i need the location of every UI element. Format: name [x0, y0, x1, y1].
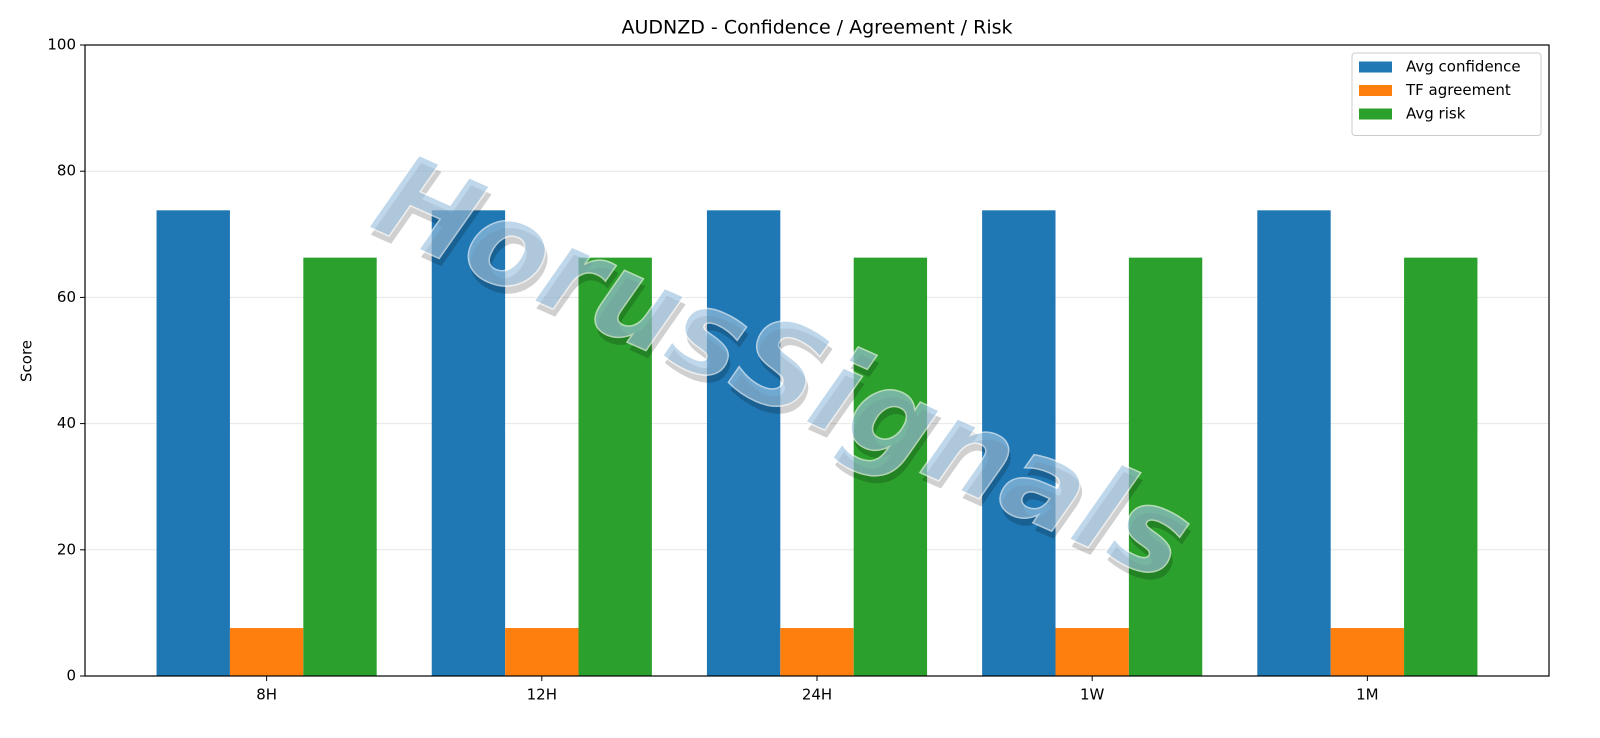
- bar: [229, 628, 304, 676]
- bar: [156, 210, 230, 676]
- bar: [1404, 257, 1478, 676]
- legend-swatch: [1359, 85, 1392, 96]
- x-tick-label: 24H: [802, 686, 832, 704]
- bar: [1128, 257, 1203, 676]
- y-axis-label: Score: [18, 340, 36, 382]
- bar: [431, 210, 506, 676]
- bar: [780, 628, 854, 676]
- x-tick-label: 12H: [527, 686, 557, 704]
- chart-title: AUDNZD - Confidence / Agreement / Risk: [621, 17, 1012, 39]
- y-tick-label: 80: [57, 162, 76, 180]
- bar: [303, 257, 377, 676]
- legend-swatch: [1359, 108, 1392, 120]
- bar: [853, 257, 928, 676]
- legend-label: Avg risk: [1406, 105, 1466, 123]
- legend-label: Avg confidence: [1406, 58, 1521, 76]
- x-tick-label: 1M: [1356, 686, 1379, 704]
- y-tick-label: 40: [57, 414, 76, 432]
- y-tick-label: 20: [57, 540, 76, 558]
- bar: [1055, 628, 1129, 676]
- plot-frame: [84, 44, 1550, 677]
- legend-label: TF agreement: [1405, 81, 1511, 99]
- bar: [1330, 628, 1405, 676]
- bar: [982, 210, 1056, 676]
- legend-box: [1351, 52, 1542, 136]
- legend-swatch: [1359, 61, 1392, 73]
- bar: [706, 210, 781, 676]
- bar: [578, 257, 652, 676]
- bar: [1257, 210, 1331, 676]
- x-tick-label: 8H: [256, 686, 277, 704]
- y-tick-label: 0: [66, 667, 76, 685]
- bar: [505, 628, 579, 676]
- x-tick-label: 1W: [1080, 686, 1105, 704]
- y-tick-label: 60: [57, 288, 76, 306]
- y-tick-label: 100: [47, 36, 76, 54]
